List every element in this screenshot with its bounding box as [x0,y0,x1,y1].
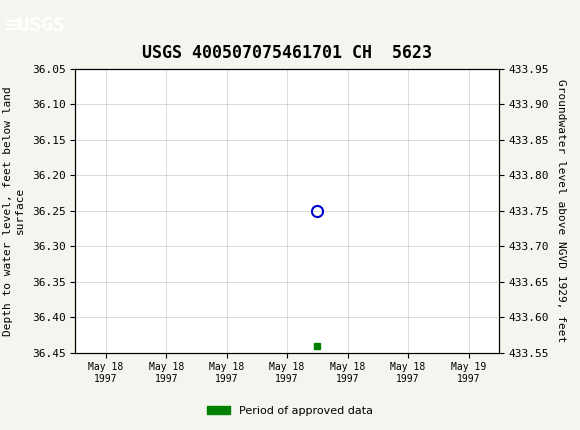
Y-axis label: Groundwater level above NGVD 1929, feet: Groundwater level above NGVD 1929, feet [556,79,566,342]
Text: ≡USGS: ≡USGS [6,16,64,35]
Title: USGS 400507075461701 CH  5623: USGS 400507075461701 CH 5623 [142,44,432,61]
Legend: Period of approved data: Period of approved data [203,401,377,420]
Y-axis label: Depth to water level, feet below land
surface: Depth to water level, feet below land su… [3,86,25,335]
Text: ≡: ≡ [3,16,21,36]
